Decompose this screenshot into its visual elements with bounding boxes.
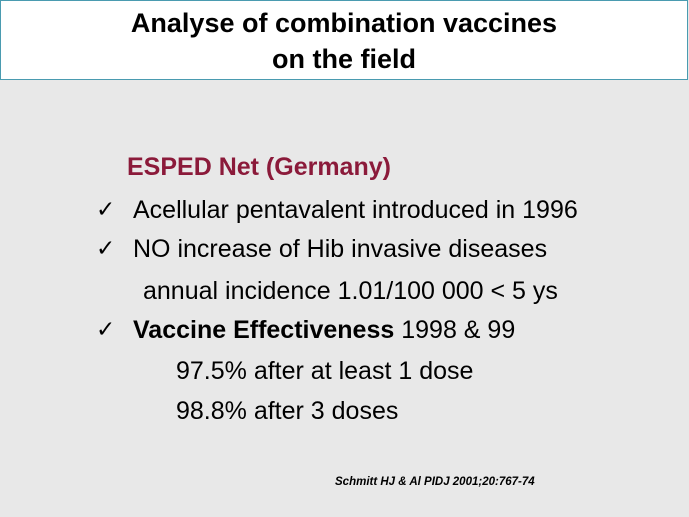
bullet-2-continuation: annual incidence 1.01/100 000 < 5 ys — [143, 277, 558, 305]
bullet-1-text: Acellular pentavalent introduced in 1996 — [133, 196, 578, 224]
checkmark-icon: ✓ — [96, 317, 116, 343]
bullet-3-sub-line-1: 97.5% after at least 1 dose — [176, 357, 474, 385]
slide-title-line-2: on the field — [272, 44, 416, 74]
bullet-3-rest: 1998 & 99 — [394, 316, 516, 344]
subheading: ESPED Net (Germany) — [127, 153, 391, 181]
checkmark-icon: ✓ — [96, 236, 116, 262]
bullet-3-text: Vaccine Effectiveness 1998 & 99 — [133, 315, 515, 345]
bullet-3-sub-line-2: 98.8% after 3 doses — [176, 397, 399, 425]
citation: Schmitt HJ & Al PIDJ 2001;20:767-74 — [335, 476, 535, 488]
bullet-3-bold: Vaccine Effectiveness — [133, 316, 395, 344]
checkmark-icon: ✓ — [96, 197, 116, 223]
slide-title-line-1: Analyse of combination vaccines — [130, 8, 558, 38]
bullet-2-text: NO increase of Hib invasive diseases — [133, 235, 548, 263]
title-box: Analyse of combination vaccines on the f… — [0, 0, 688, 80]
